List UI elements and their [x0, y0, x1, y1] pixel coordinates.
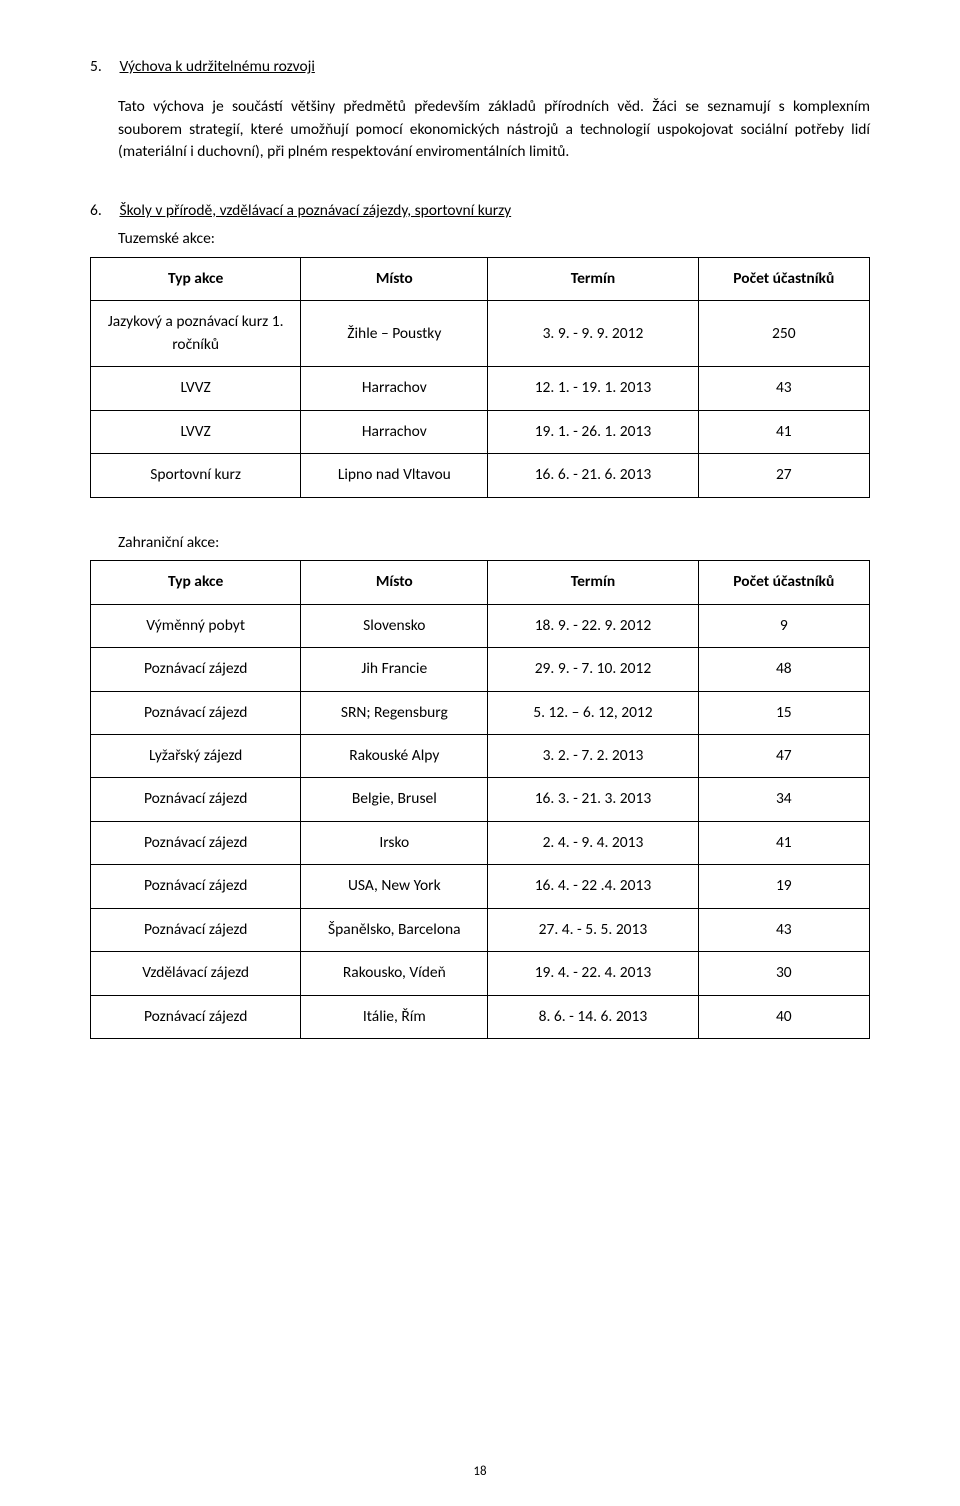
table-row: Poznávací zájezdIrsko2. 4. - 9. 4. 20134… [91, 821, 870, 864]
cell-term: 16. 4. - 22 .4. 2013 [488, 865, 698, 908]
cell-type: Jazykový a poznávací kurz 1. ročníků [91, 301, 301, 367]
cell-count: 9 [698, 604, 869, 647]
section6-number: 6. [90, 200, 116, 222]
col-place: Místo [301, 561, 488, 604]
section6-title: Školy v přírodě, vzdělávací a poznávací … [120, 201, 512, 220]
cell-place: Irsko [301, 821, 488, 864]
cell-type: Lyžařský zájezd [91, 734, 301, 777]
table-row: Vzdělávací zájezdRakousko, Vídeň19. 4. -… [91, 952, 870, 995]
page: 5. Výchova k udržitelnému rozvoji Tato v… [0, 0, 960, 1506]
cell-place: Španělsko, Barcelona [301, 908, 488, 951]
table-row: Poznávací zájezdSRN; Regensburg5. 12. – … [91, 691, 870, 734]
cell-place: Slovensko [301, 604, 488, 647]
cell-type: Poznávací zájezd [91, 865, 301, 908]
col-term: Termín [488, 257, 698, 300]
cell-count: 43 [698, 367, 869, 410]
cell-type: Poznávací zájezd [91, 648, 301, 691]
page-number: 18 [0, 1463, 960, 1482]
cell-place: SRN; Regensburg [301, 691, 488, 734]
cell-count: 34 [698, 778, 869, 821]
cell-term: 16. 6. - 21. 6. 2013 [488, 454, 698, 497]
cell-count: 30 [698, 952, 869, 995]
section5-heading: 5. Výchova k udržitelnému rozvoji [90, 56, 870, 78]
cell-place: Rakousko, Vídeň [301, 952, 488, 995]
cell-type: Sportovní kurz [91, 454, 301, 497]
cell-term: 5. 12. – 6. 12, 2012 [488, 691, 698, 734]
cell-type: Poznávací zájezd [91, 778, 301, 821]
col-term: Termín [488, 561, 698, 604]
col-type: Typ akce [91, 561, 301, 604]
table-row: Jazykový a poznávací kurz 1. ročníkůŽihl… [91, 301, 870, 367]
cell-count: 48 [698, 648, 869, 691]
table-row: Výměnný pobytSlovensko18. 9. - 22. 9. 20… [91, 604, 870, 647]
cell-place: Žihle – Poustky [301, 301, 488, 367]
cell-place: Harrachov [301, 367, 488, 410]
table-row: Poznávací zájezdŠpanělsko, Barcelona27. … [91, 908, 870, 951]
cell-type: Výměnný pobyt [91, 604, 301, 647]
cell-place: USA, New York [301, 865, 488, 908]
cell-term: 3. 2. - 7. 2. 2013 [488, 734, 698, 777]
cell-term: 3. 9. - 9. 9. 2012 [488, 301, 698, 367]
col-type: Typ akce [91, 257, 301, 300]
cell-term: 18. 9. - 22. 9. 2012 [488, 604, 698, 647]
table-row: LVVZHarrachov12. 1. - 19. 1. 201343 [91, 367, 870, 410]
cell-term: 2. 4. - 9. 4. 2013 [488, 821, 698, 864]
cell-count: 15 [698, 691, 869, 734]
cell-count: 250 [698, 301, 869, 367]
cell-place: Lipno nad Vltavou [301, 454, 488, 497]
cell-term: 8. 6. - 14. 6. 2013 [488, 995, 698, 1038]
table-row: LVVZHarrachov19. 1. - 26. 1. 201341 [91, 410, 870, 453]
table-row: Poznávací zájezdJih Francie29. 9. - 7. 1… [91, 648, 870, 691]
section5-number: 5. [90, 56, 116, 78]
cell-term: 27. 4. - 5. 5. 2013 [488, 908, 698, 951]
table-header-row: Typ akce Místo Termín Počet účastníků [91, 561, 870, 604]
cell-type: LVVZ [91, 410, 301, 453]
cell-count: 27 [698, 454, 869, 497]
table-row: Poznávací zájezdBelgie, Brusel16. 3. - 2… [91, 778, 870, 821]
foreign-label: Zahraniční akce: [118, 532, 870, 554]
table-row: Lyžařský zájezdRakouské Alpy3. 2. - 7. 2… [91, 734, 870, 777]
cell-count: 41 [698, 410, 869, 453]
domestic-label: Tuzemské akce: [118, 228, 870, 250]
cell-count: 47 [698, 734, 869, 777]
table-row: Sportovní kurzLipno nad Vltavou16. 6. - … [91, 454, 870, 497]
cell-count: 43 [698, 908, 869, 951]
domestic-table: Typ akce Místo Termín Počet účastníků Ja… [90, 257, 870, 498]
cell-count: 41 [698, 821, 869, 864]
cell-count: 19 [698, 865, 869, 908]
cell-term: 29. 9. - 7. 10. 2012 [488, 648, 698, 691]
cell-place: Rakouské Alpy [301, 734, 488, 777]
section5-title: Výchova k udržitelnému rozvoji [120, 57, 315, 76]
cell-place: Jih Francie [301, 648, 488, 691]
cell-term: 19. 4. - 22. 4. 2013 [488, 952, 698, 995]
cell-type: Poznávací zájezd [91, 908, 301, 951]
cell-type: Vzdělávací zájezd [91, 952, 301, 995]
col-count: Počet účastníků [698, 561, 869, 604]
section6-heading: 6. Školy v přírodě, vzdělávací a poznáva… [90, 200, 870, 222]
cell-count: 40 [698, 995, 869, 1038]
cell-place: Itálie, Řím [301, 995, 488, 1038]
table-header-row: Typ akce Místo Termín Počet účastníků [91, 257, 870, 300]
col-count: Počet účastníků [698, 257, 869, 300]
foreign-table: Typ akce Místo Termín Počet účastníků Vý… [90, 560, 870, 1039]
cell-term: 19. 1. - 26. 1. 2013 [488, 410, 698, 453]
cell-type: Poznávací zájezd [91, 691, 301, 734]
cell-term: 12. 1. - 19. 1. 2013 [488, 367, 698, 410]
cell-type: Poznávací zájezd [91, 821, 301, 864]
section5-paragraph: Tato výchova je součástí většiny předmět… [118, 96, 870, 163]
table-row: Poznávací zájezdUSA, New York16. 4. - 22… [91, 865, 870, 908]
cell-term: 16. 3. - 21. 3. 2013 [488, 778, 698, 821]
cell-place: Belgie, Brusel [301, 778, 488, 821]
col-place: Místo [301, 257, 488, 300]
cell-type: LVVZ [91, 367, 301, 410]
table-row: Poznávací zájezdItálie, Řím8. 6. - 14. 6… [91, 995, 870, 1038]
cell-place: Harrachov [301, 410, 488, 453]
cell-type: Poznávací zájezd [91, 995, 301, 1038]
